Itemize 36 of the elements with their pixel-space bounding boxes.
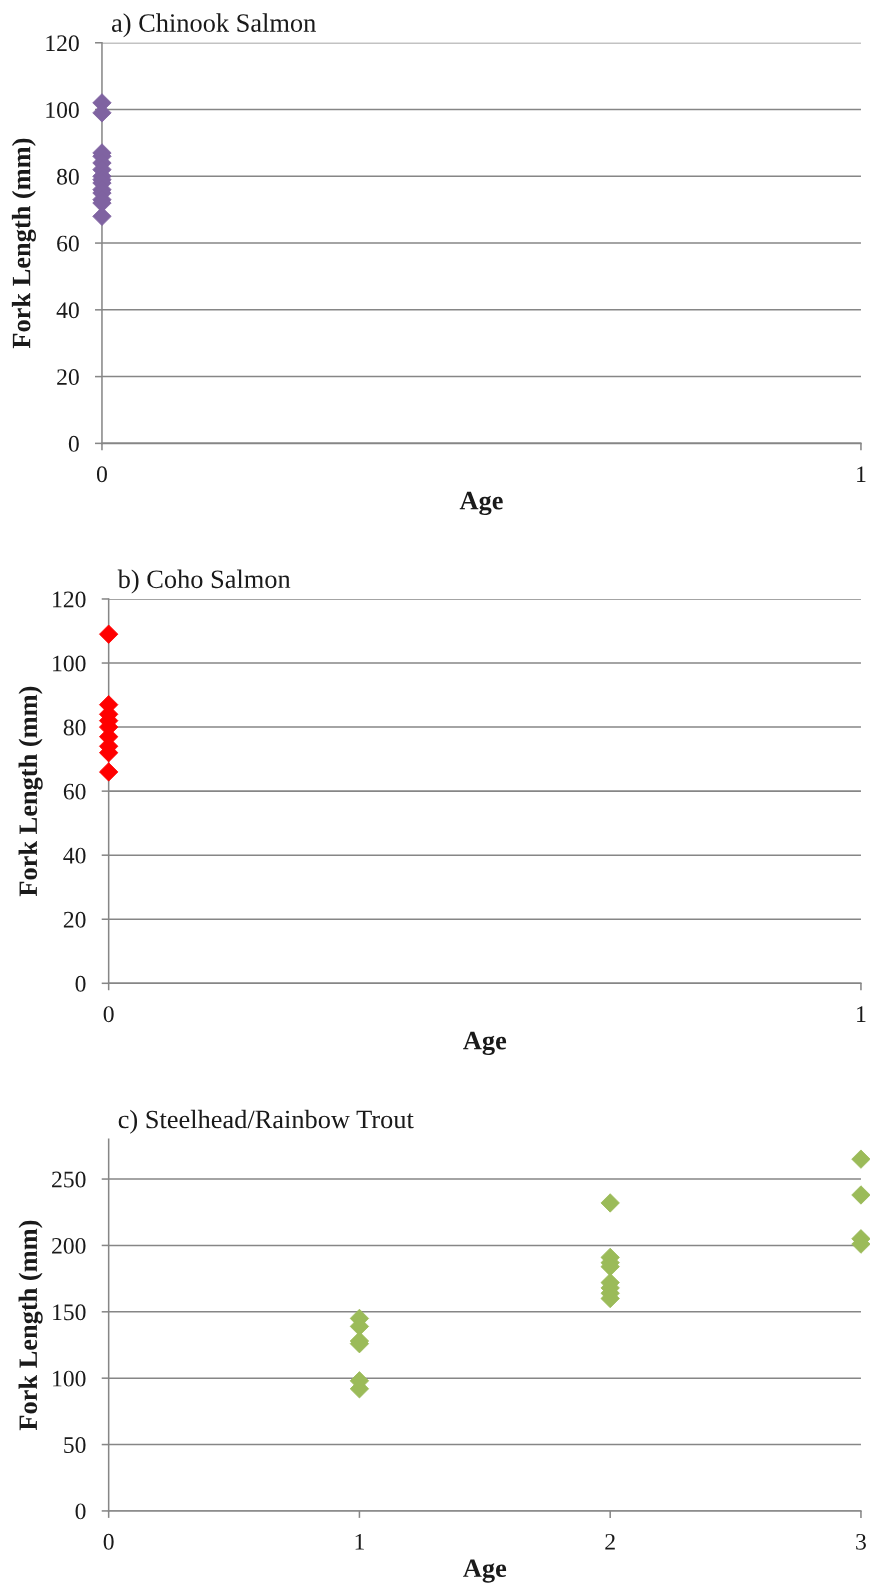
y-tick-label: 40 — [63, 847, 86, 864]
y-tick-label: 100 — [46, 102, 79, 118]
y-tick-label: 0 — [75, 1503, 86, 1520]
y-tick-label: 50 — [64, 1437, 86, 1453]
y-tick-label: 60 — [57, 235, 79, 252]
x-tick-label: 0 — [103, 1533, 114, 1550]
y-tick-label: 80 — [63, 719, 86, 736]
y-tick-label: 20 — [57, 369, 79, 386]
y-axis-title: Fork Length (mm) — [18, 686, 43, 897]
chart-title: b) Coho Salmon — [117, 569, 291, 594]
point — [851, 1149, 870, 1169]
x-axis-title: Age — [463, 1031, 507, 1056]
y-tick-label: 200 — [52, 1237, 86, 1254]
x-tick-label: 3 — [856, 1533, 866, 1550]
y-tick-label: 120 — [53, 591, 86, 608]
x-tick-label: 1 — [355, 1533, 364, 1550]
x-axis-title: Age — [459, 491, 503, 516]
y-axis-title: Fork Length (mm) — [11, 138, 36, 349]
y-tick-label: 120 — [46, 35, 79, 52]
y-tick-label: 60 — [63, 783, 86, 800]
y-tick-label: 100 — [53, 655, 86, 672]
y-tick-label: 150 — [53, 1304, 86, 1321]
y-tick-label: 0 — [75, 975, 86, 992]
x-tick-label: 2 — [605, 1533, 615, 1550]
y-tick-label: 20 — [63, 911, 86, 928]
y-tick-label: 0 — [68, 435, 79, 452]
x-tick-label: 1 — [857, 466, 866, 482]
chart-title: a) Chinook Salmon — [112, 13, 316, 38]
chart-title: c) Steelhead/Rainbow Trout — [118, 1109, 414, 1134]
y-tick-label: 100 — [53, 1370, 86, 1387]
y-axis-title: Fork Length (mm) — [18, 1220, 43, 1431]
x-axis-title: Age — [463, 1559, 507, 1583]
y-tick-label: 40 — [56, 302, 79, 319]
y-tick-label: 80 — [57, 168, 79, 185]
x-tick-label: 1 — [857, 1006, 866, 1022]
y-tick-label: 250 — [52, 1171, 86, 1188]
